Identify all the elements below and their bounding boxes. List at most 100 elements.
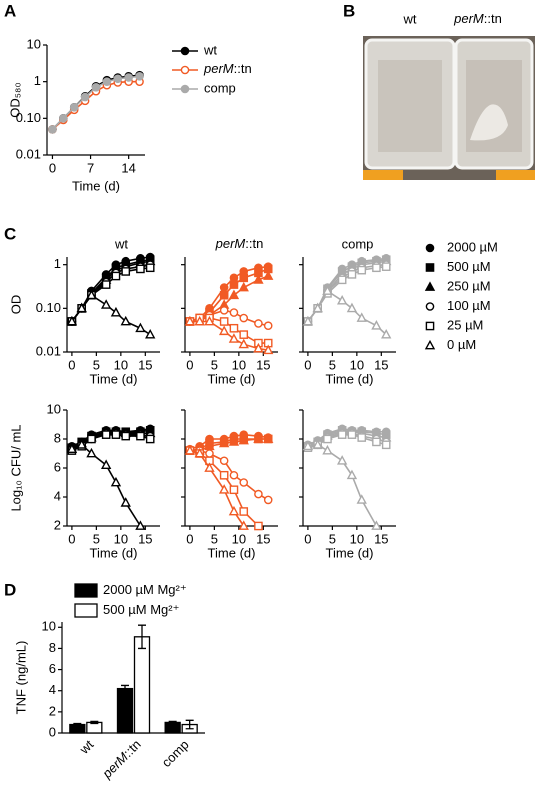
panel-label: D [4, 580, 16, 599]
y-tick-label: 1 [54, 256, 61, 271]
legend-label: 100 µM [447, 298, 491, 313]
x-tick-label: 0 [68, 357, 75, 372]
legend-marker [425, 321, 435, 331]
marker [228, 505, 240, 516]
legend-label: perM::tn [203, 61, 252, 76]
marker [238, 338, 249, 349]
marker [347, 430, 357, 439]
legend-marker [424, 281, 436, 291]
legend-marker [425, 243, 435, 253]
marker [254, 319, 263, 328]
x-tick-label: 5 [329, 357, 336, 372]
y-tick-label: 0 [49, 724, 56, 739]
x-tick-label: 10 [350, 531, 364, 546]
marker [336, 455, 348, 465]
x-tick-label: 5 [329, 531, 336, 546]
marker [229, 485, 239, 495]
photo-label: perM::tn [453, 11, 502, 26]
marker [102, 77, 112, 86]
marker [100, 299, 112, 309]
marker [121, 267, 131, 276]
marker [145, 434, 155, 444]
marker [136, 264, 145, 274]
marker [239, 478, 249, 487]
marker [229, 280, 239, 289]
marker [113, 74, 123, 84]
panel-label: B [343, 1, 355, 20]
x-axis-label: Time (d) [326, 545, 374, 560]
marker [336, 294, 348, 305]
x-tick-label: 15 [256, 357, 270, 372]
marker [254, 489, 263, 499]
y-tick-label: 10 [42, 619, 56, 634]
marker [346, 469, 358, 480]
marker [381, 262, 391, 271]
y-tick-label: 8 [49, 640, 56, 655]
marker [263, 495, 273, 505]
marker [86, 447, 97, 458]
marker [337, 430, 347, 439]
x-tick-label: 5 [211, 531, 218, 546]
marker [101, 280, 111, 289]
series-line [307, 263, 387, 322]
error-bar [168, 720, 177, 725]
bar [133, 636, 151, 734]
x-tick-label: 15 [374, 357, 388, 372]
marker [111, 430, 121, 439]
legend-marker [425, 302, 435, 311]
x-tick-label: 10 [232, 357, 246, 372]
chart-title: wt [114, 236, 128, 251]
y-tick-label: 0.10 [36, 300, 61, 315]
marker [184, 315, 196, 326]
marker [239, 507, 249, 516]
marker [322, 285, 333, 295]
marker [110, 306, 122, 317]
marker [254, 521, 263, 531]
marker [219, 456, 229, 466]
marker [322, 444, 333, 455]
marker [66, 315, 78, 326]
marker [381, 328, 392, 339]
marker [120, 497, 131, 507]
marker [229, 470, 239, 480]
legend-label: 500 µM [447, 259, 491, 274]
marker [239, 313, 249, 323]
marker [239, 273, 249, 283]
marker [228, 436, 240, 446]
photo: wt perM::tn [363, 11, 535, 180]
marker [253, 342, 264, 353]
legend-label: 2000 µM Mg²⁺ [103, 582, 187, 597]
error-bar [185, 719, 194, 730]
marker [219, 290, 229, 300]
marker [372, 437, 381, 447]
marker [219, 470, 229, 480]
legend-label: 2000 µM [447, 239, 498, 254]
marker [263, 433, 274, 443]
x-tick-label: perM::tn [99, 737, 144, 782]
legend-label: 25 µM [447, 317, 483, 332]
marker [87, 434, 96, 444]
tube-inner [378, 60, 442, 152]
x-tick-label: 10 [350, 357, 364, 372]
series-line [71, 443, 142, 527]
marker [229, 308, 239, 317]
y-tick-label: 8 [54, 430, 61, 445]
marker [228, 289, 240, 300]
marker [357, 265, 367, 275]
marker [238, 281, 249, 292]
cap [363, 170, 403, 180]
marker [323, 434, 332, 444]
x-tick-label: 0 [304, 531, 311, 546]
error-bar [90, 720, 99, 725]
panel-label: A [4, 1, 16, 20]
marker [110, 476, 122, 487]
marker [219, 306, 229, 315]
marker [228, 333, 240, 343]
x-tick-label: 0 [186, 531, 193, 546]
legend-label: 500 µM Mg²⁺ [103, 602, 179, 617]
marker [145, 263, 155, 273]
x-tick-label: 15 [138, 531, 152, 546]
x-axis-label: Time (d) [208, 545, 256, 560]
